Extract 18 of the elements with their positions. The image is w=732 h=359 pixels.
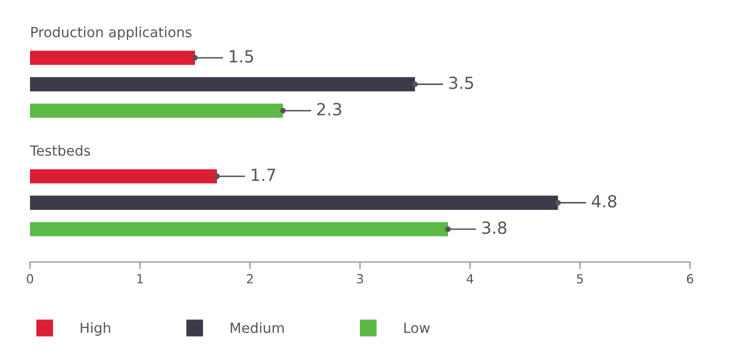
legend-label: Medium (230, 322, 284, 334)
x-tick-label: 0 (26, 274, 34, 284)
y-tick-label: Testbeds (30, 145, 90, 156)
data-label: 2.3 (317, 102, 342, 116)
legend-label: Low (404, 322, 430, 334)
x-tick-label: 6 (686, 274, 694, 284)
legend-label: High (80, 322, 110, 336)
x-tick-label: 4 (466, 274, 474, 284)
data-label: 1.7 (252, 168, 276, 181)
x-tick-label: 5 (576, 274, 583, 284)
x-tick-label: 3 (356, 274, 363, 284)
data-label: 3.5 (449, 76, 474, 90)
x-tick-label: 1 (137, 274, 143, 284)
data-label: 4.8 (592, 194, 616, 208)
data-label: 1.5 (230, 50, 254, 63)
y-tick-label: Production applications (31, 26, 192, 40)
data-label: 3.8 (482, 221, 506, 234)
x-tick-label: 2 (246, 274, 253, 284)
